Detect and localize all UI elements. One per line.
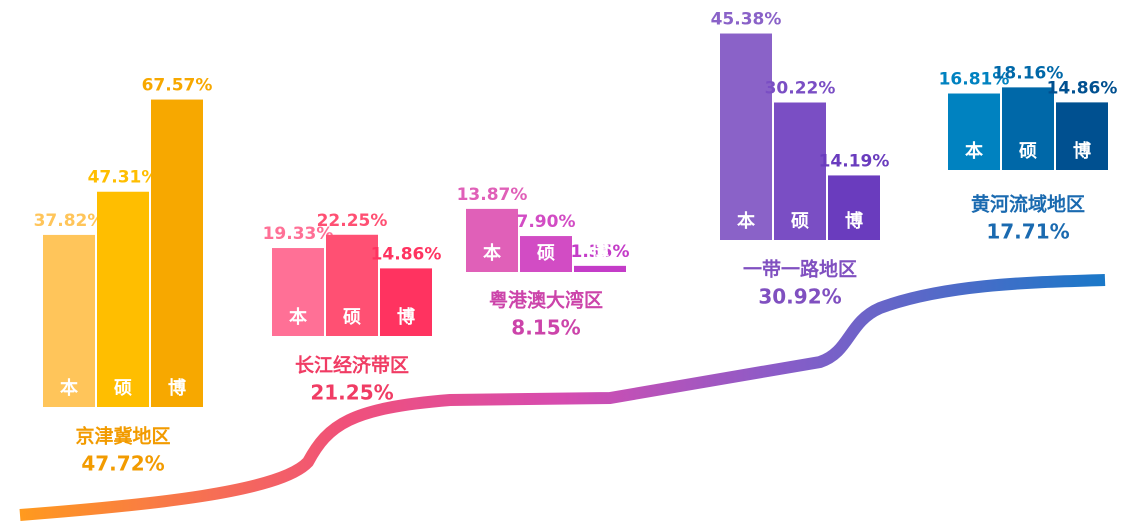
category-label: 本 (483, 242, 501, 264)
trend-curve (19, 274, 1106, 521)
category-label: 博 (845, 210, 863, 232)
bar (828, 175, 880, 240)
bar (520, 236, 572, 272)
bar (948, 93, 1000, 170)
region-title: 长江经济带区 (295, 354, 409, 377)
value-label: 37.82% (34, 211, 105, 231)
category-label: 博 (591, 242, 609, 264)
category-label: 博 (168, 377, 186, 399)
value-label: 19.33% (263, 224, 334, 244)
bar (380, 268, 432, 336)
region-title: 黄河流域地区 (971, 193, 1085, 216)
bar (1056, 102, 1108, 170)
bar (151, 99, 203, 407)
value-label: 14.86% (371, 244, 442, 264)
region-total: 17.71% (986, 220, 1069, 244)
value-label: 18.16% (993, 63, 1064, 83)
bar (326, 234, 378, 336)
category-label: 硕 (791, 211, 809, 232)
value-label: 7.90% (517, 212, 576, 232)
bar (774, 102, 826, 241)
region-total: 21.25% (310, 381, 393, 405)
category-label: 本 (965, 140, 983, 162)
value-label: 14.86% (1047, 78, 1118, 98)
value-label: 1.35% (571, 242, 630, 262)
value-label: 47.31% (88, 168, 159, 188)
value-label: 30.22% (765, 78, 836, 98)
bar (1002, 87, 1054, 170)
region-total: 47.72% (81, 452, 164, 476)
value-label: 13.87% (457, 185, 528, 205)
category-label: 硕 (343, 307, 361, 328)
value-label: 67.57% (142, 76, 213, 96)
region-total: 30.92% (758, 285, 841, 309)
value-label: 45.38% (711, 10, 782, 30)
bar (466, 208, 518, 272)
region-title: 一带一路地区 (743, 258, 857, 281)
region-total: 8.15% (511, 316, 580, 340)
region-title: 粤港澳大湾区 (489, 289, 603, 312)
value-label: 14.19% (819, 151, 890, 171)
value-label: 16.81% (939, 70, 1010, 90)
category-label: 硕 (114, 378, 132, 399)
value-label: 22.25% (317, 211, 388, 231)
region-title: 京津冀地区 (75, 425, 170, 448)
bar (272, 248, 324, 336)
category-label: 本 (289, 306, 307, 328)
category-label: 硕 (1019, 141, 1037, 162)
bar (43, 234, 95, 407)
bar (720, 33, 772, 241)
category-label: 博 (1073, 140, 1091, 162)
category-label: 本 (60, 377, 78, 399)
category-label: 博 (397, 306, 415, 328)
bar (97, 191, 149, 407)
category-label: 本 (737, 210, 755, 232)
category-label: 硕 (537, 243, 555, 264)
bar (574, 265, 626, 272)
